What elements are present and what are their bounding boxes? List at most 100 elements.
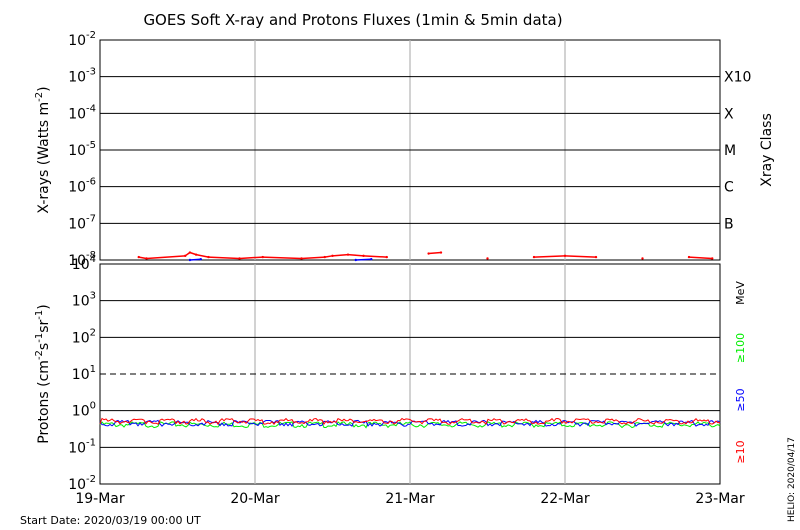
xray-class-axis-label: Xray Class bbox=[759, 113, 775, 187]
y-tick-label: 100 bbox=[72, 401, 96, 420]
xray-series-segment bbox=[332, 253, 349, 257]
xray-data-point bbox=[261, 255, 264, 259]
xray-series-segment bbox=[347, 253, 364, 257]
xray-data-point bbox=[354, 258, 357, 262]
xray-y-tick-labels: 10-2 10-3 10-4 10-5 10-6 10-7 10-8 bbox=[68, 30, 96, 269]
proton-series-line bbox=[99, 419, 721, 428]
xray-data-point bbox=[188, 251, 192, 254]
x-tick-label: 21-Mar bbox=[385, 491, 435, 507]
xray-ylabel-sup: -2 bbox=[34, 92, 45, 102]
x-axis-tick-labels: 19-Mar 20-Mar 21-Mar 22-Mar 23-Mar bbox=[75, 491, 745, 507]
proton-ylabel-mid1: s bbox=[36, 343, 52, 350]
xray-data-point bbox=[362, 254, 365, 258]
proton-legend-label: ≥100 bbox=[734, 333, 747, 363]
xray-data-point bbox=[300, 257, 303, 260]
proton-ylabel-sup2: -1 bbox=[34, 333, 45, 343]
xray-series-segment bbox=[195, 253, 209, 258]
xray-data-point bbox=[486, 257, 489, 260]
proton-ylabel-end: ) bbox=[36, 304, 52, 309]
xray-series-segment bbox=[239, 256, 263, 260]
xray-ylabel-end: ) bbox=[36, 86, 52, 91]
proton-series bbox=[99, 417, 721, 429]
flare-class-label: M bbox=[724, 143, 736, 159]
xray-series-segment bbox=[262, 256, 302, 260]
proton-legend-label: ≥50 bbox=[734, 388, 747, 411]
xray-series-segment bbox=[363, 255, 387, 258]
y-tick-label: 10-6 bbox=[68, 177, 96, 196]
y-tick-label: 101 bbox=[72, 364, 96, 383]
xray-data-point bbox=[385, 255, 388, 259]
xray-data-point bbox=[188, 258, 192, 262]
xray-data-point bbox=[427, 252, 430, 255]
xray-series-segment bbox=[688, 256, 713, 260]
xray-data-point bbox=[199, 258, 202, 261]
xray-panel: 10-2 10-3 10-4 10-5 10-6 10-7 10-8 X10 X M C B X-r… bbox=[34, 30, 775, 269]
flare-class-label: X10 bbox=[724, 70, 751, 86]
xray-data-point bbox=[563, 254, 567, 258]
xray-data-point bbox=[207, 255, 210, 259]
xray-decade-gridlines bbox=[100, 76, 720, 224]
x-tick-label: 19-Mar bbox=[75, 491, 125, 507]
proton-ylabel-sup1: -2 bbox=[34, 350, 45, 360]
xray-data-point bbox=[532, 255, 536, 259]
xray-data-point bbox=[687, 255, 691, 259]
proton-energy-unit: MeV bbox=[734, 281, 747, 305]
x-tick-label: 20-Mar bbox=[230, 491, 280, 507]
xray-data-point bbox=[346, 253, 350, 256]
start-date: Start Date: 2020/03/19 00:00 UT bbox=[20, 514, 201, 527]
xray-data-point bbox=[323, 255, 326, 259]
y-tick-label: 10-2 bbox=[68, 474, 96, 493]
xray-data-point bbox=[194, 253, 198, 256]
y-tick-label: 10-2 bbox=[68, 30, 96, 49]
xray-series-segment bbox=[146, 255, 186, 260]
xray-series-segment bbox=[533, 255, 566, 258]
proton-legend: ≥100 ≥50 ≥10 bbox=[734, 333, 747, 464]
xray-series-segment bbox=[301, 256, 325, 260]
xray-data-point bbox=[184, 254, 187, 258]
y-tick-label: 10-1 bbox=[68, 437, 96, 456]
proton-decade-gridlines bbox=[100, 300, 720, 448]
xray-data-point bbox=[370, 258, 373, 261]
proton-y-axis-label: Protons (cm-2s-1sr-1) bbox=[34, 304, 52, 443]
flare-class-label: C bbox=[724, 180, 734, 196]
xray-series bbox=[137, 251, 714, 262]
xray-data-point bbox=[145, 257, 148, 260]
y-tick-label: 10-7 bbox=[68, 213, 96, 232]
chart-title: GOES Soft X-ray and Protons Fluxes (1min… bbox=[143, 11, 562, 29]
credit-label: HELIO: 2020/04/17 bbox=[787, 437, 797, 522]
x-tick-label: 23-Mar bbox=[695, 491, 745, 507]
proton-ylabel-sup3: -1 bbox=[34, 310, 45, 320]
proton-y-tick-labels: 104 103 102 101 100 10-1 10-2 bbox=[68, 254, 96, 493]
xray-data-point bbox=[439, 251, 443, 254]
xray-y-axis-label: X-rays (Watts m-2) bbox=[34, 86, 52, 213]
xray-series-segment bbox=[428, 251, 442, 255]
xray-data-point bbox=[331, 254, 334, 258]
xray-data-point bbox=[137, 255, 140, 259]
y-tick-label: 102 bbox=[72, 327, 96, 346]
y-tick-label: 10-5 bbox=[68, 140, 96, 159]
xray-series-segment bbox=[564, 255, 597, 258]
y-tick-label: 10-4 bbox=[68, 103, 96, 122]
xray-series-segment bbox=[355, 258, 372, 261]
xray-data-point bbox=[641, 257, 644, 260]
xray-class-labels: X10 X M C B bbox=[724, 70, 751, 233]
xray-series-segment bbox=[189, 258, 201, 261]
xray-series-segment bbox=[324, 255, 333, 258]
proton-series-line bbox=[99, 417, 721, 426]
xray-data-point bbox=[238, 257, 241, 260]
flare-class-label: X bbox=[724, 106, 734, 122]
proton-ylabel-main: Protons (cm bbox=[36, 360, 52, 444]
y-tick-label: 104 bbox=[72, 254, 96, 273]
xray-data-point bbox=[711, 257, 714, 260]
x-tick-label: 22-Mar bbox=[540, 491, 590, 507]
xray-series-segment bbox=[208, 256, 240, 260]
proton-ylabel-mid2: sr bbox=[36, 319, 52, 332]
xray-series-segment bbox=[138, 256, 147, 260]
y-tick-label: 10-8 bbox=[68, 250, 96, 269]
xray-data-point bbox=[594, 255, 598, 259]
xray-ylabel-main: X-rays (Watts m bbox=[36, 102, 52, 214]
flare-class-label: B bbox=[724, 216, 734, 232]
y-tick-label: 103 bbox=[72, 291, 96, 310]
